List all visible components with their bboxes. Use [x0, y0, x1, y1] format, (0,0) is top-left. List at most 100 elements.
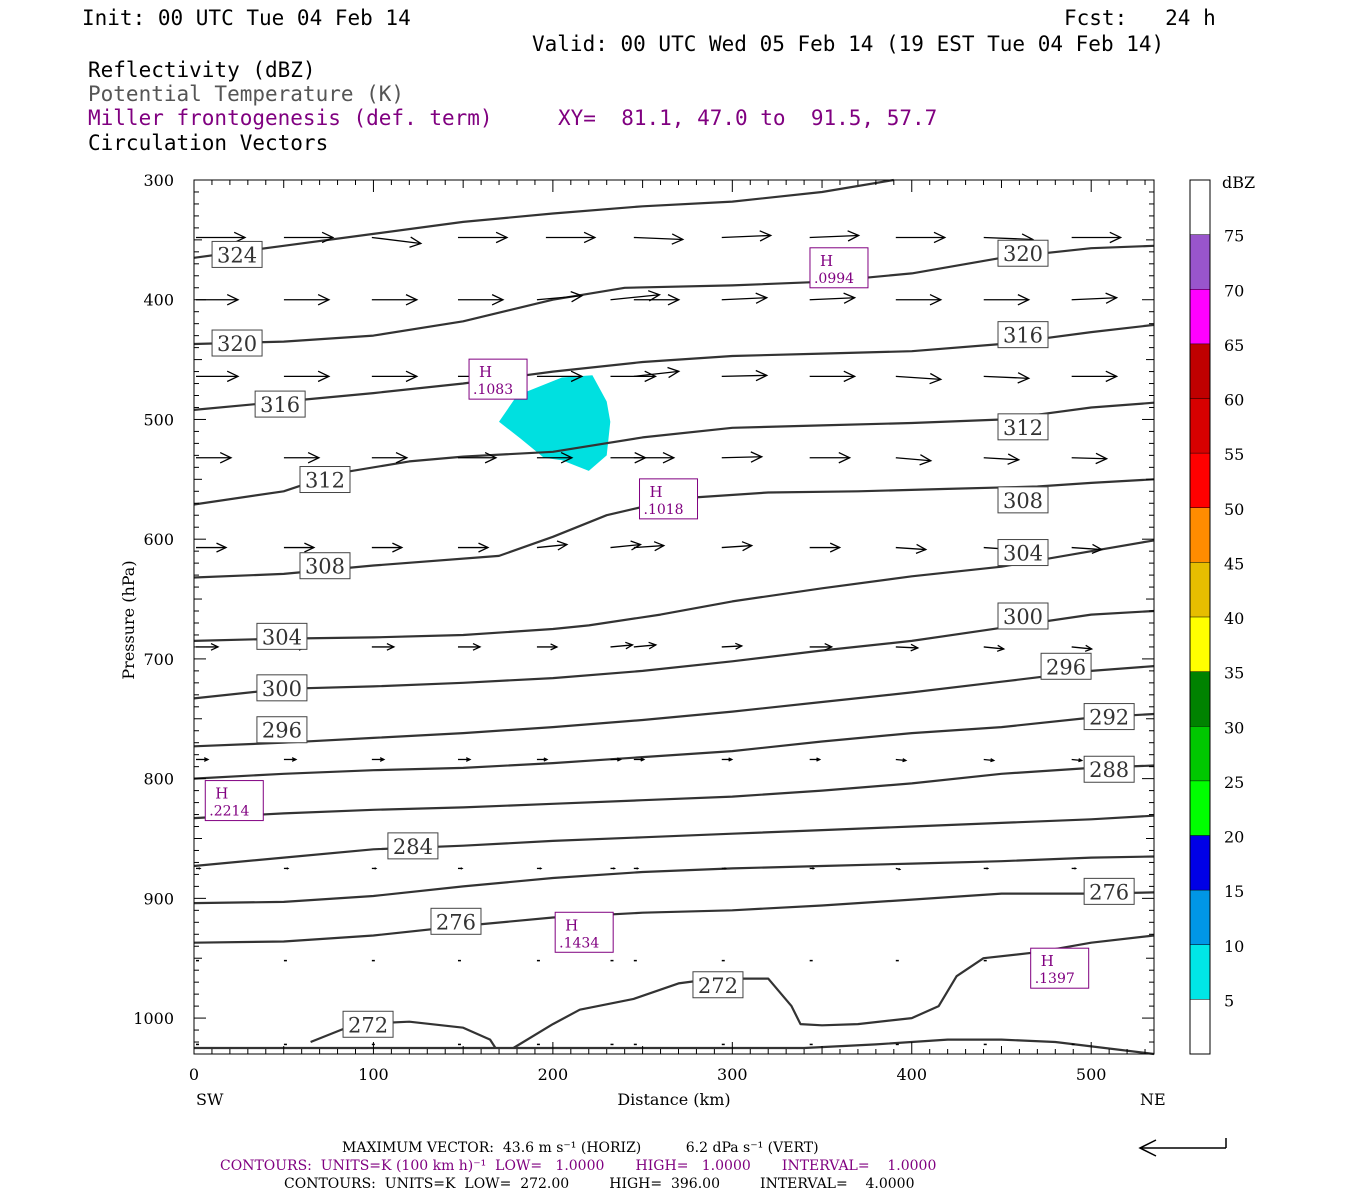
circulation-vector: [371, 294, 419, 306]
colorbar-segment: [1190, 780, 1210, 836]
vector-head: [539, 867, 543, 870]
y-tick-label: 500: [143, 410, 174, 429]
vector-head: [219, 452, 233, 464]
x-tick-label: 200: [538, 1065, 569, 1084]
circulation-vector: [895, 231, 947, 244]
vector-head: [484, 452, 498, 464]
theta-label-316: 316: [997, 321, 1049, 349]
theta-label-276: 276: [430, 907, 482, 935]
vector-head: [1007, 453, 1021, 465]
circulation-vector: [457, 542, 490, 553]
vector-head: [317, 294, 331, 306]
circulation-vector: [457, 452, 498, 464]
vector-head: [647, 290, 662, 302]
circulation-vector: [457, 757, 472, 762]
valid-time: Valid: 00 UTC Wed 05 Feb 14 (19 EST Tue …: [532, 32, 1165, 56]
circulation-vector: [633, 233, 685, 245]
frontogenesis-max: H.2214: [204, 780, 264, 822]
circulation-vector: [721, 451, 764, 463]
theta-label-text: 308: [1003, 489, 1043, 513]
colorbar-level-label: 10: [1224, 937, 1244, 956]
circulation-vector: [371, 236, 423, 248]
vector-head: [317, 370, 331, 383]
circulation-vector: [721, 541, 754, 552]
vector-head: [321, 231, 335, 244]
x-axis-label: Distance (km): [617, 1090, 730, 1109]
frontogenesis-max-label: H: [215, 785, 228, 803]
theta-label-text: 304: [262, 625, 302, 649]
colorbar-level-label: 40: [1224, 609, 1244, 628]
vector-head: [915, 543, 928, 555]
vector-shaft: [536, 295, 582, 301]
frontogenesis-max-value: .1018: [644, 502, 684, 518]
vector-head: [1109, 231, 1123, 244]
theta-label-text: 288: [1089, 758, 1129, 782]
circulation-vector: [983, 867, 990, 870]
colorbar-level-label: 75: [1224, 227, 1244, 246]
theta-label-text: 296: [262, 719, 302, 743]
circulation-vector: [283, 294, 331, 306]
theta-label-text: 276: [1089, 880, 1129, 904]
circulation-vector: [983, 758, 996, 763]
frontogenesis-max-value: .2214: [209, 804, 249, 820]
vector-head: [625, 641, 635, 650]
colorbar-segment: [1190, 180, 1210, 235]
colorbar-level-label: 25: [1224, 773, 1244, 792]
frontogenesis-max: H.1083: [468, 358, 528, 400]
circulation-vector: [895, 867, 902, 871]
vector-head: [1078, 758, 1084, 763]
vector-head: [560, 452, 574, 464]
theta-contour-284: [193, 814, 1155, 868]
circulation-vector: [457, 643, 482, 651]
colorbar-segment: [1190, 343, 1210, 399]
vector-head: [755, 292, 769, 304]
colorbar-segment: [1190, 999, 1210, 1054]
colorbar-level-label: 20: [1224, 828, 1244, 847]
circulation-vector: [633, 757, 646, 762]
circulation-vector: [983, 372, 1031, 384]
vector-head: [612, 867, 617, 870]
circulation-vector: [196, 542, 228, 553]
theta-label-box: [211, 329, 263, 357]
circulation-vector: [283, 757, 298, 762]
frontogenesis-max-box: [809, 247, 869, 289]
theta-label-text: 300: [262, 677, 302, 701]
vector-head: [728, 757, 734, 762]
vector-head: [233, 231, 247, 244]
vector-head: [986, 867, 990, 870]
circulation-vector: [895, 543, 928, 555]
frontogenesis-max-value: .1434: [559, 935, 599, 951]
vector-shaft: [536, 543, 567, 549]
theta-label-box: [1083, 703, 1135, 731]
theta-label-box: [997, 239, 1049, 267]
theta-label-text: 316: [1003, 324, 1043, 348]
vector-shaft: [633, 370, 679, 377]
theta-label-box: [997, 413, 1049, 441]
vector-head: [910, 643, 920, 652]
vector-head: [307, 452, 321, 464]
circulation-vector: [633, 641, 658, 650]
forecast-hour: Fcst: 24 h: [1064, 6, 1216, 30]
theta-label-300: 300: [997, 602, 1049, 630]
circulation-vector: [809, 643, 834, 651]
vector-head: [465, 757, 472, 762]
colorbar-level-label: 5: [1224, 991, 1234, 1010]
circulation-vector: [283, 370, 331, 383]
vector-head: [405, 294, 419, 306]
vector-head: [210, 643, 220, 651]
circulation-vector: [895, 758, 908, 763]
reference-vector: [1138, 1138, 1227, 1157]
vector-shaft: [721, 456, 762, 459]
x-right-label: NE: [1140, 1090, 1166, 1109]
vector-shaft: [633, 236, 683, 241]
theta-contour-292: [193, 712, 1155, 780]
frontogenesis-max-box: [468, 358, 528, 400]
vector-shaft: [895, 375, 941, 380]
circulation-vector: [809, 452, 852, 464]
circulation-vector: [1071, 867, 1078, 870]
circulation-vector: [196, 452, 233, 464]
vector-head: [286, 867, 290, 870]
circulation-vector: [283, 452, 321, 464]
vector-head: [1084, 644, 1094, 652]
vector-shaft: [610, 644, 633, 648]
